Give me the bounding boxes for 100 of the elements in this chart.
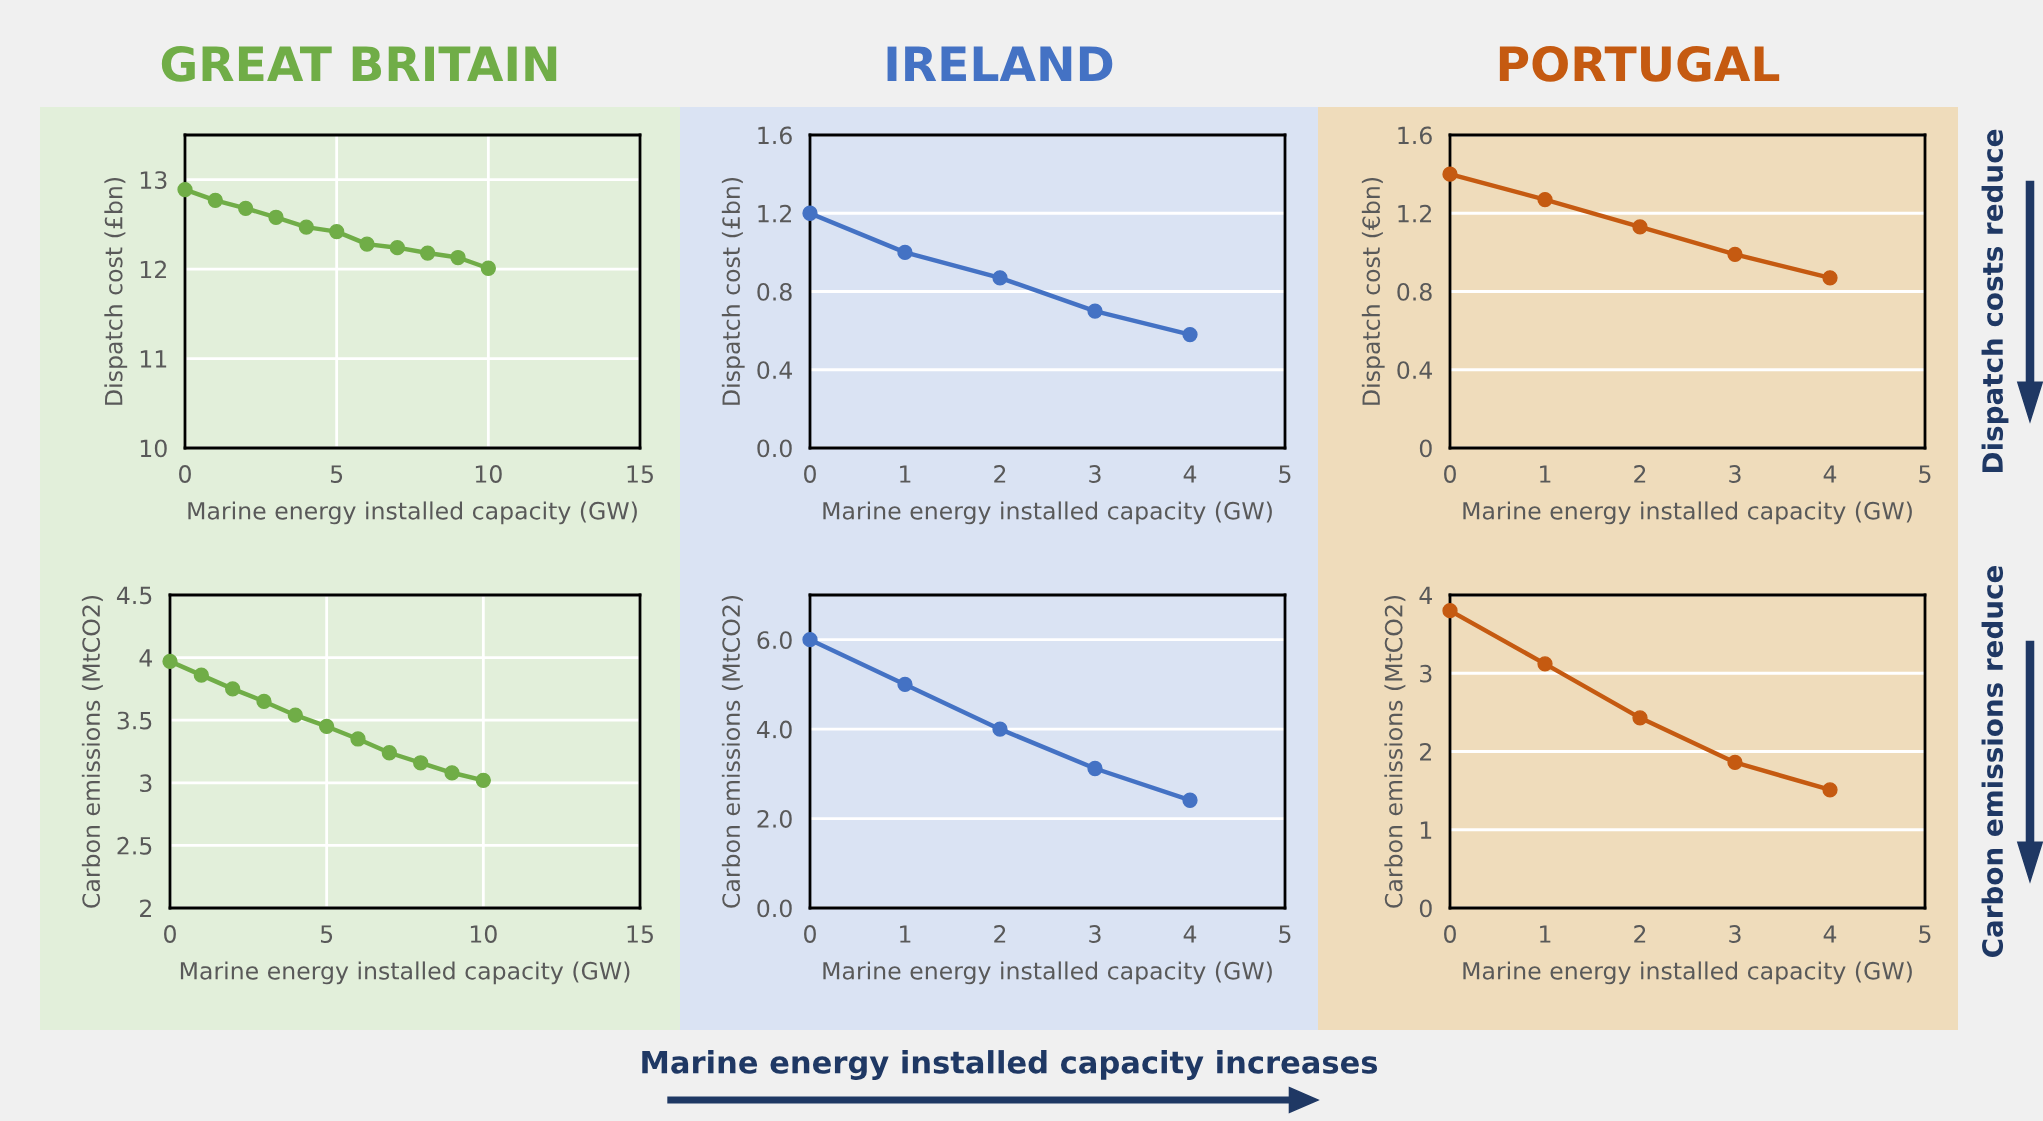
chart-title: PORTUGAL — [1499, 45, 1780, 82]
y-tick-label: 10 — [140, 439, 167, 458]
y-tick-label: 0.4 — [1397, 361, 1433, 380]
y-axis-title: Carbon emissions (MtCO2) — [81, 595, 103, 908]
point — [256, 693, 272, 710]
point — [1727, 754, 1743, 771]
point — [802, 205, 818, 221]
point — [1632, 710, 1648, 726]
x-axis-title: Marine energy installed capacity (GW) — [180, 961, 630, 985]
x-tick-label: 4 — [1183, 465, 1197, 483]
point — [287, 707, 303, 723]
x-tick-label: 3 — [1089, 465, 1101, 483]
x-tick-label: 0 — [804, 925, 816, 943]
point — [1537, 191, 1553, 208]
point — [329, 223, 345, 240]
y-tick-label: 1 — [1420, 821, 1432, 839]
x-tick-label: 5 — [330, 465, 343, 483]
y-tick-label: 1.6 — [1398, 126, 1432, 145]
y-tick-label: 1.2 — [758, 204, 791, 223]
x-axis-title: Marine energy installed capacity (GW) — [188, 501, 637, 525]
y-tick-label: 13 — [140, 171, 167, 190]
x-axis-title: Marine energy installed capacity (GW) — [823, 501, 1272, 525]
chart-title: GREAT BRITAIN — [161, 45, 557, 82]
point — [298, 219, 314, 235]
y-tick-label: 0 — [1419, 439, 1432, 458]
y-tick-label: 2 — [140, 899, 151, 917]
x-tick-label: 2 — [1634, 465, 1646, 483]
point — [897, 676, 913, 693]
x-tick-label: 15 — [627, 465, 653, 483]
point — [1822, 270, 1838, 286]
x-tick-label: 2 — [1634, 925, 1646, 943]
x-tick-label: 1 — [900, 465, 911, 483]
y-axis-title: Dispatch cost (€bn) — [1361, 177, 1385, 405]
point — [162, 653, 178, 669]
point — [802, 632, 818, 648]
x-tick-label: 0 — [1444, 465, 1456, 483]
text: Dispatch costs reduce — [1981, 129, 2009, 472]
point — [480, 260, 496, 276]
point — [268, 209, 284, 225]
point — [897, 244, 913, 261]
point — [1442, 603, 1458, 619]
x-axis-title: Marine energy installed capacity (GW) — [823, 961, 1272, 985]
x-axis-title: Marine energy installed capacity (GW) — [1463, 961, 1912, 985]
x-tick-label: 5 — [1279, 465, 1291, 483]
y-tick-label: 0 — [1419, 899, 1432, 918]
x-tick-label: 5 — [1279, 925, 1291, 943]
y-tick-label: 0.8 — [1397, 282, 1432, 301]
y-tick-label: 2 — [1420, 742, 1431, 761]
y-tick-label: 12 — [140, 260, 166, 279]
y-axis-title: Carbon emissions (MtCO2) — [1384, 595, 1406, 908]
x-tick-label: 2 — [994, 465, 1006, 483]
point — [475, 772, 491, 788]
point — [450, 249, 466, 266]
x-tick-label: 4 — [1823, 925, 1837, 943]
text: Carbon emissions reduce — [1981, 565, 2004, 957]
point — [444, 765, 460, 781]
x-tick-label: 3 — [1089, 925, 1101, 943]
point — [359, 236, 375, 252]
point — [1822, 782, 1838, 798]
y-tick-label: 0.0 — [757, 439, 792, 458]
point — [381, 745, 397, 761]
point — [238, 200, 254, 216]
x-tick-label: 1 — [900, 925, 911, 943]
point — [1442, 166, 1458, 182]
y-tick-label: 3.5 — [117, 711, 152, 730]
point — [992, 270, 1008, 286]
point — [1537, 656, 1553, 672]
y-tick-label: 3 — [140, 774, 152, 793]
point — [177, 181, 193, 198]
y-tick-label: 2.0 — [757, 810, 792, 828]
x-tick-label: 2 — [994, 925, 1006, 943]
y-tick-label: 1.6 — [758, 126, 792, 145]
x-tick-label: 3 — [1729, 465, 1741, 483]
x-tick-label: 5 — [1919, 925, 1931, 943]
x-tick-label: 4 — [1183, 925, 1197, 943]
point — [1182, 792, 1198, 808]
point — [1087, 303, 1103, 319]
chart-title: IRELAND — [887, 46, 1113, 82]
point — [319, 718, 335, 735]
x-tick-label: 0 — [804, 465, 816, 483]
y-tick-label: 11 — [140, 350, 167, 368]
point — [1182, 326, 1198, 343]
x-axis-title: Marine energy installed capacity (GW) — [1463, 501, 1912, 525]
x-tick-label: 10 — [475, 465, 502, 483]
y-tick-label: 1.2 — [1398, 204, 1431, 223]
point — [1632, 219, 1648, 235]
x-tick-label: 5 — [1919, 465, 1931, 483]
point — [420, 245, 436, 261]
y-tick-label: 4.0 — [756, 720, 792, 739]
y-tick-label: 4 — [1419, 586, 1433, 604]
y-tick-label: 4.5 — [116, 586, 152, 605]
x-tick-label: 5 — [320, 925, 333, 943]
x-tick-label: 4 — [1823, 465, 1837, 483]
point — [225, 681, 241, 697]
y-axis-title: Dispatch cost (£bn) — [721, 177, 745, 405]
point — [992, 721, 1008, 737]
y-tick-label: 0.8 — [757, 282, 792, 301]
point — [193, 667, 209, 683]
x-tick-label: 3 — [1729, 925, 1741, 943]
point — [207, 192, 223, 208]
